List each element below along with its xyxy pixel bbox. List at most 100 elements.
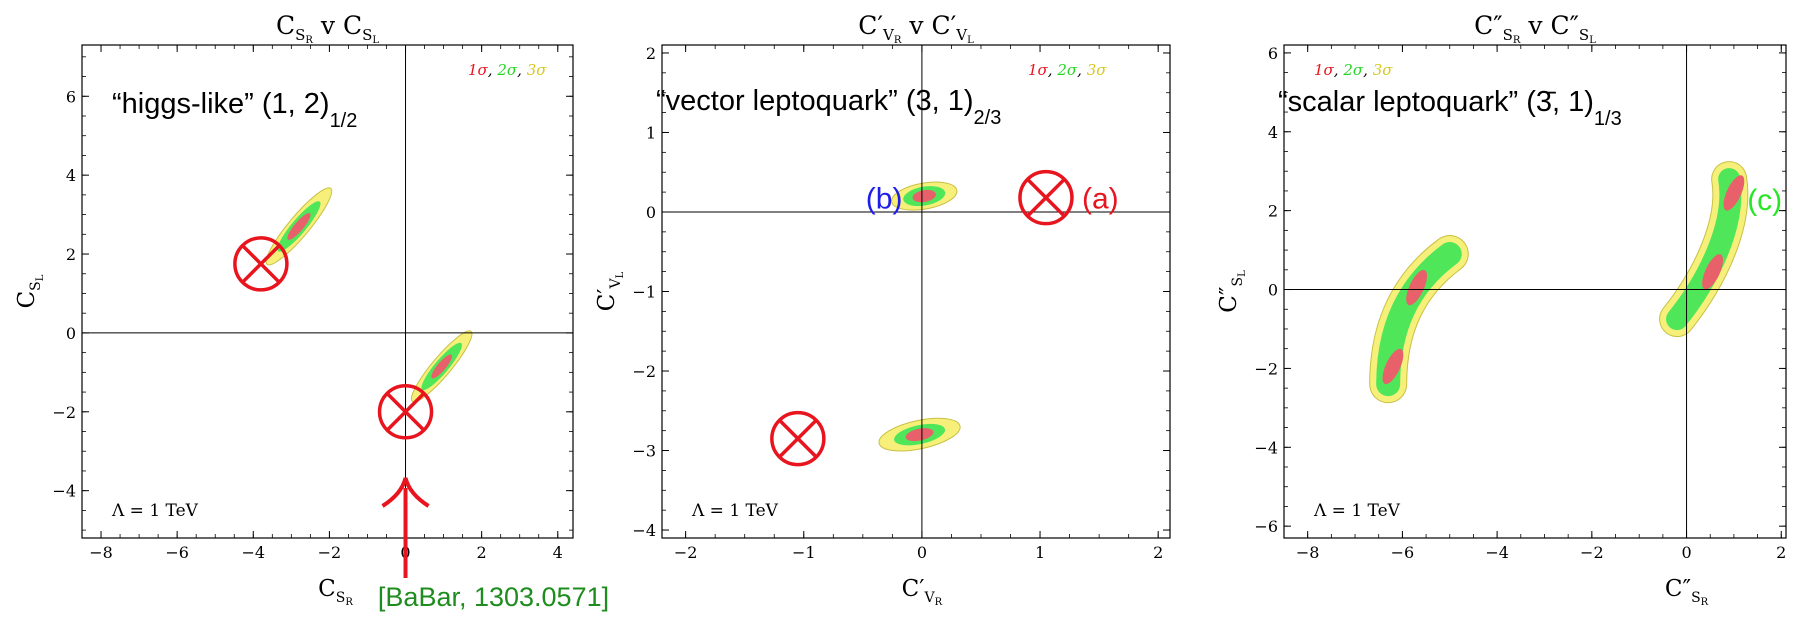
legend-separator: , <box>1048 61 1058 79</box>
y-label-subsub: L <box>615 271 626 278</box>
x-label-symbol: C′ <box>902 576 925 602</box>
otimes-cross-2 <box>1027 178 1065 217</box>
x-tick-label: −6 <box>165 543 189 562</box>
title-sub-2b: L <box>372 35 379 46</box>
legend-s2: 2σ <box>496 61 518 79</box>
plot-area <box>662 45 1170 538</box>
model-representation-subscript: 1/2 <box>330 110 358 132</box>
title-sub-2b: L <box>1589 35 1596 46</box>
x-axis-label: C′VR <box>902 576 943 608</box>
y-tick-label: −4 <box>632 521 656 540</box>
legend-s1: 1σ <box>1314 61 1335 79</box>
legend-s3: 3σ <box>1087 61 1108 79</box>
x-tick-label: 0 <box>1681 543 1691 562</box>
y-tick-label: −4 <box>52 482 76 501</box>
x-label-sub: S <box>336 590 346 606</box>
y-tick-label: 2 <box>1268 202 1278 221</box>
legend-s3: 3σ <box>527 61 548 79</box>
y-label-symbol: C <box>14 291 40 309</box>
otimes-circle <box>770 410 826 467</box>
source-arrow <box>381 477 430 578</box>
y-tick-label: 0 <box>1268 281 1278 300</box>
chart-title: CSR v CSL <box>276 11 379 46</box>
otimes-marker <box>233 236 289 292</box>
title-symbol-2: C″ <box>1550 11 1578 40</box>
title-sub-2: S <box>362 26 372 44</box>
title-mid: v <box>901 11 931 40</box>
x-label-subsub: R <box>1701 597 1709 608</box>
x-tick-label: −2 <box>318 543 342 562</box>
title-symbol-1: C′ <box>858 11 883 40</box>
title-sub-1: S <box>295 26 305 44</box>
title-symbol-2: C <box>343 11 362 40</box>
legend-s2: 2σ <box>1056 61 1078 79</box>
x-label-subsub: R <box>345 597 353 608</box>
legend-separator: , <box>517 61 527 79</box>
legend-s1: 1σ <box>1028 61 1049 79</box>
x-tick-label: −8 <box>89 543 113 562</box>
title-mid: v <box>313 11 343 40</box>
y-tick-label: 0 <box>646 203 656 222</box>
y-label-subsub: L <box>35 274 46 281</box>
y-label-sub: S <box>1230 277 1246 287</box>
title-sub-1: S <box>1503 26 1513 44</box>
title-sub-2: V <box>955 26 968 44</box>
title-sub-2b: L <box>967 35 974 46</box>
otimes-circle <box>1018 169 1074 226</box>
title-symbol-1: C″ <box>1474 11 1502 40</box>
x-label-symbol: C″ <box>1665 576 1692 602</box>
y-tick-label: −1 <box>632 283 656 302</box>
x-label-subsub: R <box>935 597 943 608</box>
otimes-cross-2 <box>386 392 425 431</box>
otimes-marker <box>377 384 434 440</box>
title-symbol-2: C′ <box>931 11 956 40</box>
x-tick-label: 2 <box>1776 543 1786 562</box>
legend-s1: 1σ <box>468 61 489 79</box>
x-tick-label: 1 <box>1035 543 1045 562</box>
band-1-s1-contour-2 <box>1406 269 1428 306</box>
title-symbol-1: C <box>276 11 295 40</box>
y-label-subsub: L <box>1237 270 1248 277</box>
y-tick-label: 0 <box>66 324 76 343</box>
title-sub-1b: R <box>1513 35 1521 46</box>
x-tick-label: 4 <box>553 543 563 562</box>
y-tick-label: −4 <box>1254 438 1278 457</box>
lambda-label: Λ = 1 TeV <box>1313 501 1401 521</box>
region-2-s1-contour <box>905 428 934 442</box>
chart-title: C″SR v C″SL <box>1474 11 1596 46</box>
y-label-symbol: C″ <box>1216 286 1242 313</box>
otimes-cross-2 <box>241 244 280 283</box>
y-label-symbol: C′ <box>594 288 620 311</box>
y-axis-label: C″SL <box>1216 270 1248 313</box>
plot-area <box>1284 45 1786 538</box>
arrow-head <box>381 477 430 508</box>
plot-frame <box>81 44 574 539</box>
region-1-s1-contour <box>912 189 936 203</box>
otimes-marker <box>770 410 826 467</box>
y-axis-label: CSL <box>14 274 46 308</box>
title-mid: v <box>1520 11 1550 40</box>
band-2-s1-contour-1 <box>1702 254 1724 290</box>
y-tick-label: 6 <box>66 87 76 106</box>
x-tick-label: 2 <box>1153 543 1163 562</box>
model-representation-subscript: 2/3 <box>974 107 1002 129</box>
y-tick-label: −6 <box>1254 517 1278 536</box>
legend-separator: , <box>1334 61 1344 79</box>
x-axis-label: CSR <box>318 576 353 608</box>
x-tick-label: −6 <box>1391 543 1415 562</box>
point-label: (b) <box>866 183 903 216</box>
lambda-label: Λ = 1 TeV <box>691 501 779 521</box>
model-name: “vector leptoquark” (3, 1) <box>656 85 974 117</box>
title-sub-2: S <box>1579 26 1589 44</box>
sigma-legend: 1σ, 2σ, 3σ <box>1028 61 1107 79</box>
otimes-marker <box>1018 169 1074 226</box>
y-tick-label: 2 <box>66 245 76 264</box>
point-label: (c) <box>1747 184 1782 217</box>
otimes-cross-2 <box>778 419 817 458</box>
chart-title: C′VR v C′VL <box>858 11 974 46</box>
y-tick-label: 6 <box>1268 44 1278 63</box>
legend-separator: , <box>1077 61 1087 79</box>
